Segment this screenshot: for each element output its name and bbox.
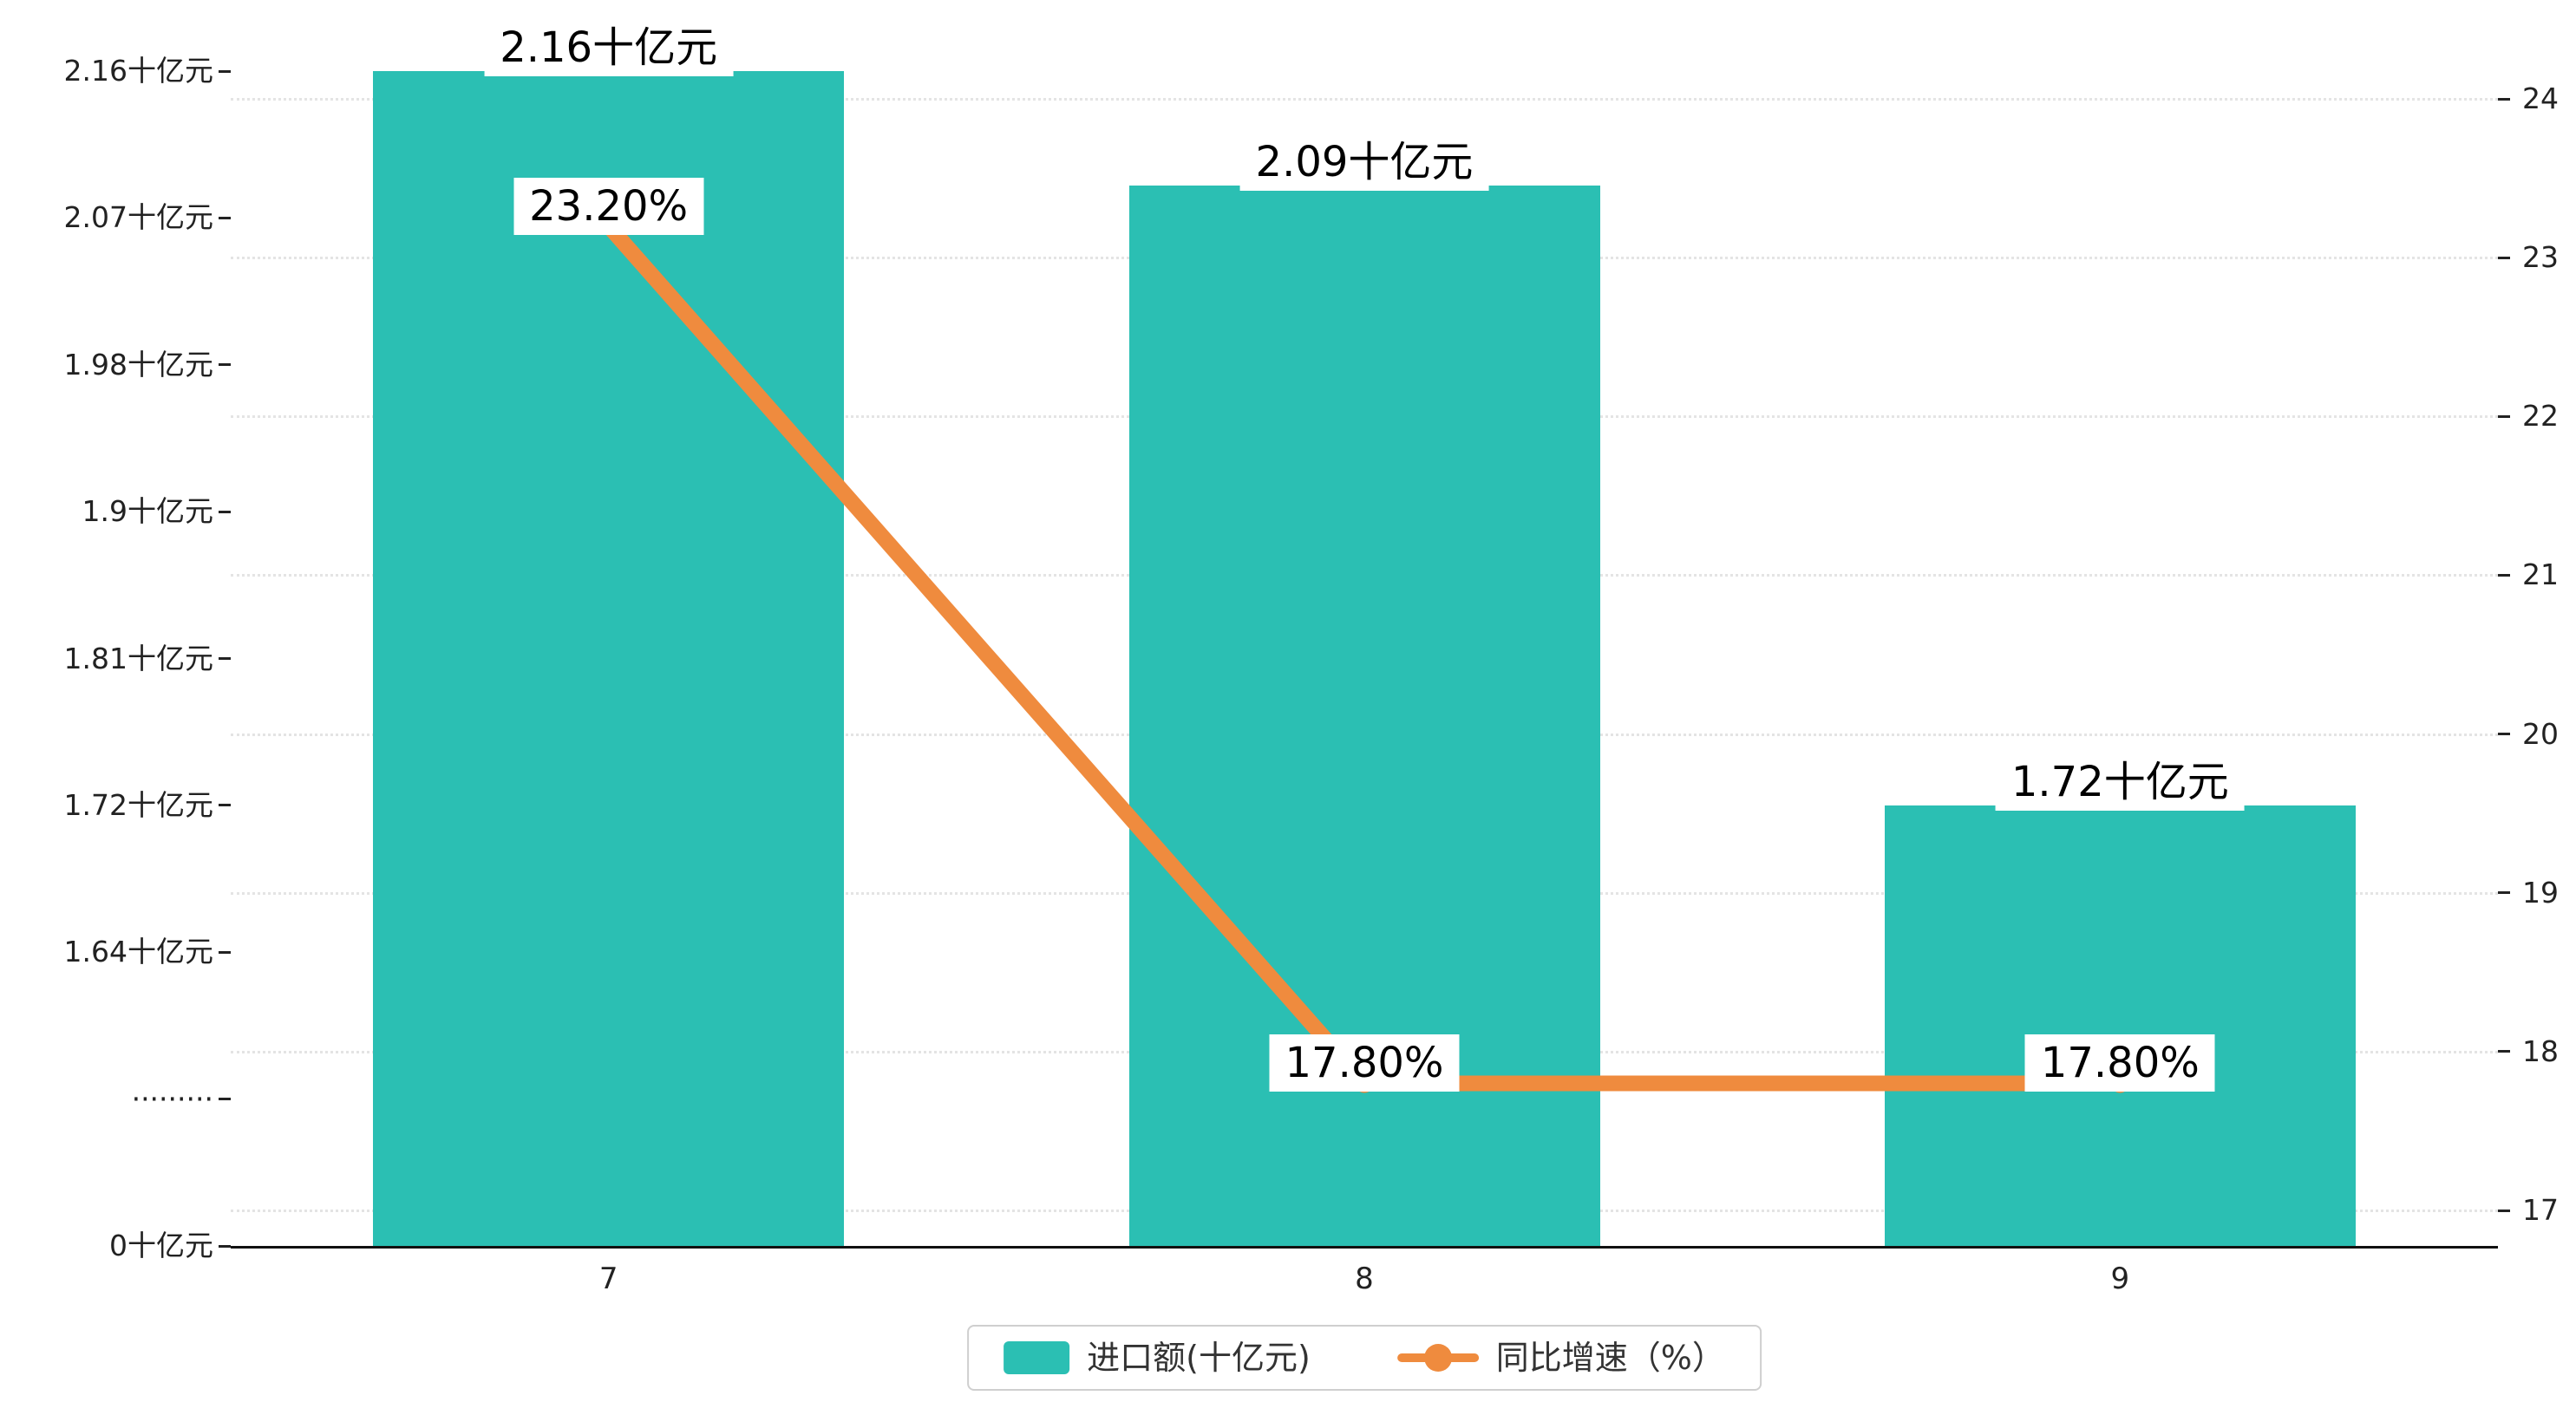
bar-value-label: 1.72十亿元 — [1995, 753, 2245, 811]
legend-item-yoy-growth[interactable]: 同比增速（%） — [1396, 1339, 1725, 1377]
line-series-dot-icon — [1423, 1344, 1452, 1372]
right-axis-tick-label: 24 — [2522, 82, 2559, 115]
right-axis-tick-mark — [2498, 256, 2510, 259]
left-axis-tick-mark — [219, 363, 231, 367]
right-axis-tick-label: 23 — [2522, 240, 2559, 275]
right-axis-tick-mark — [2498, 414, 2510, 418]
right-axis-tick-mark — [2498, 97, 2510, 101]
left-axis-tick-mark — [219, 804, 231, 807]
line-series-marker-icon — [1396, 1344, 1479, 1372]
left-axis-tick-label: 1.72十亿元 — [63, 787, 213, 822]
bar-value-label: 2.16十亿元 — [484, 19, 734, 76]
right-axis-tick-label: 19 — [2522, 875, 2559, 910]
bar-month-7 — [373, 71, 845, 1246]
left-axis-tick-label: 1.9十亿元 — [82, 494, 213, 529]
left-axis-tick-mark — [219, 69, 231, 73]
left-axis-tick-mark — [219, 1244, 231, 1248]
left-axis-tick-mark — [219, 1098, 231, 1101]
line-value-label: 17.80% — [1269, 1034, 1460, 1092]
left-axis-tick-label: 2.16十亿元 — [63, 54, 213, 88]
left-axis-tick-label: 0十亿元 — [109, 1229, 213, 1262]
right-axis-tick-label: 21 — [2522, 558, 2559, 592]
x-axis-label: 8 — [1355, 1262, 1374, 1296]
grid-line — [231, 98, 2498, 101]
left-axis-tick-label: ········· — [131, 1081, 213, 1116]
left-axis-tick-mark — [219, 216, 231, 219]
left-axis-tick-mark — [219, 950, 231, 954]
x-axis-label: 7 — [598, 1262, 618, 1296]
left-axis-tick-label: 1.81十亿元 — [63, 641, 213, 675]
legend-item-import-value[interactable]: 进口额(十亿元) — [1004, 1339, 1311, 1377]
line-value-label: 23.20% — [513, 177, 704, 235]
x-axis-line — [231, 1246, 2498, 1249]
right-axis-tick-mark — [2498, 1209, 2510, 1212]
legend: 进口额(十亿元) 同比增速（%） — [967, 1325, 1762, 1391]
legend-label-yoy-growth: 同比增速（%） — [1495, 1339, 1725, 1377]
right-axis-tick-mark — [2498, 733, 2510, 736]
right-axis-tick-label: 17 — [2522, 1193, 2559, 1227]
line-value-label: 17.80% — [2024, 1034, 2215, 1092]
left-axis-tick-label: 1.64十亿元 — [63, 935, 213, 969]
right-axis-tick-label: 18 — [2522, 1034, 2559, 1068]
bar-value-label: 2.09十亿元 — [1239, 133, 1489, 191]
left-axis-tick-mark — [219, 657, 231, 660]
right-axis-tick-label: 20 — [2522, 716, 2559, 751]
right-axis-tick-mark — [2498, 891, 2510, 895]
bar-series-swatch-icon — [1004, 1341, 1070, 1374]
legend-label-import-value: 进口额(十亿元) — [1087, 1339, 1311, 1377]
right-axis-tick-mark — [2498, 573, 2510, 577]
x-axis-label: 9 — [2110, 1262, 2130, 1296]
bar-month-9 — [1884, 805, 2356, 1246]
right-axis-tick-mark — [2498, 1050, 2510, 1053]
left-axis-tick-label: 2.07十亿元 — [63, 200, 213, 235]
left-axis-tick-label: 1.98十亿元 — [63, 347, 213, 381]
right-axis-tick-label: 22 — [2522, 399, 2559, 434]
left-axis-tick-mark — [219, 510, 231, 513]
